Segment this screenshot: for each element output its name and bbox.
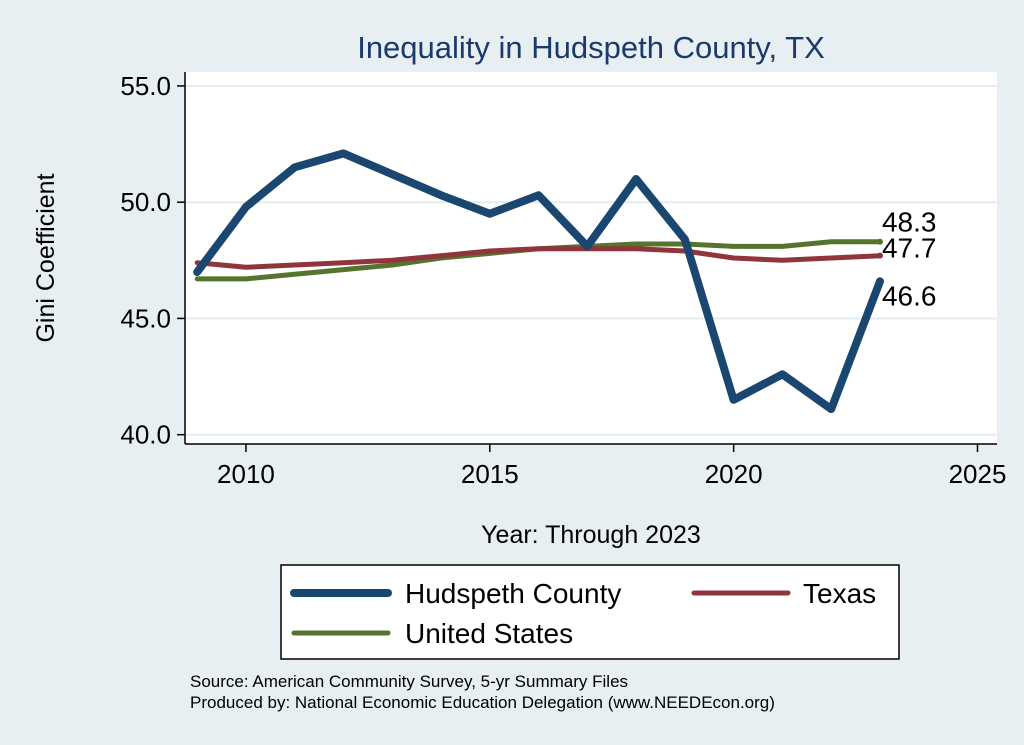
y-axis-title: Gini Coefficient — [32, 173, 60, 342]
x-axis: 2010 2015 2020 2025 — [185, 443, 1007, 489]
legend-label-hudspeth: Hudspeth County — [405, 578, 621, 609]
end-marker — [876, 278, 883, 285]
gridlines — [185, 84, 997, 436]
y-tick-label: 50.0 — [120, 187, 171, 217]
end-labels: 46.6 47.748.3 — [876, 207, 937, 311]
x-axis-title: Year: Through 2023 — [481, 521, 701, 549]
series-line-hudspeth-county — [193, 149, 884, 414]
x-tick-label: 2025 — [949, 459, 1007, 489]
producer-note: Produced by: National Economic Education… — [190, 693, 775, 712]
legend: Hudspeth County Texas United States — [280, 564, 900, 660]
chart-title: Inequality in Hudspeth County, TX — [357, 30, 825, 65]
end-label-hudspeth-county: 46.6 — [882, 280, 937, 311]
series-lines — [193, 149, 884, 414]
x-tick-label: 2020 — [705, 459, 763, 489]
legend-label-texas: Texas — [803, 578, 876, 609]
end-marker — [876, 238, 883, 245]
y-axis: 40.0 45.0 50.0 55.0 — [120, 71, 186, 450]
x-tick-label: 2010 — [217, 459, 275, 489]
end-label-united-states: 48.3 — [882, 207, 937, 238]
end-marker — [876, 252, 883, 259]
y-tick-label: 55.0 — [120, 71, 171, 101]
end-label-texas: 47.7 — [882, 233, 937, 264]
series-line-texas — [194, 246, 883, 270]
legend-label-united-states: United States — [405, 618, 573, 649]
y-tick-label: 40.0 — [120, 420, 171, 450]
y-tick-label: 45.0 — [120, 303, 171, 333]
legend-box — [280, 564, 900, 660]
x-tick-label: 2015 — [461, 459, 519, 489]
source-note: Source: American Community Survey, 5-yr … — [190, 672, 628, 691]
